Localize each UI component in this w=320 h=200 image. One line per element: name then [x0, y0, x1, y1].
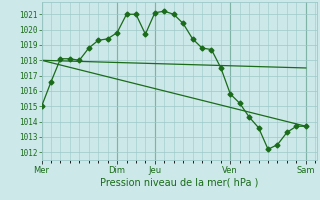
X-axis label: Pression niveau de la mer( hPa ): Pression niveau de la mer( hPa ): [100, 177, 258, 187]
